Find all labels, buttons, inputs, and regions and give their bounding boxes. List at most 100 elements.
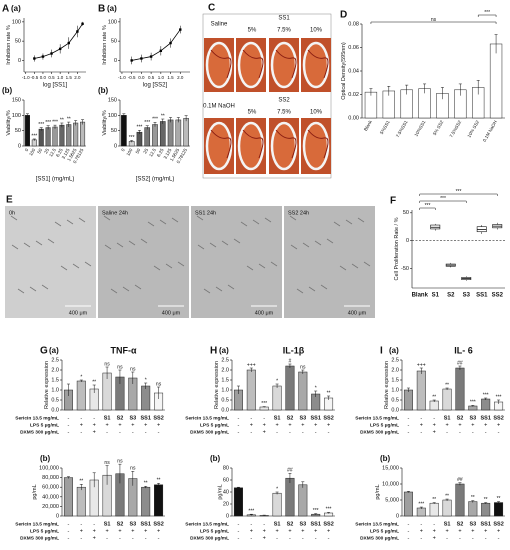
x-tick-label: 7.5%SS1 <box>395 119 409 138</box>
bar <box>364 91 378 119</box>
line <box>34 23 83 59</box>
y-tick-label: 150 <box>12 97 21 103</box>
treatment-mark: - <box>408 535 410 541</box>
treatment-label: LPS 5 μg/mL <box>200 528 229 534</box>
marker <box>159 49 163 52</box>
bar <box>175 119 182 147</box>
x-tick-label: S2 <box>117 521 124 527</box>
treatment-mark: - <box>80 429 82 435</box>
x-tick-label: -1.0 <box>22 75 30 80</box>
concentration: 7.5% <box>277 110 291 116</box>
treatment-mark: + <box>263 528 266 534</box>
concentration: 5% <box>248 28 257 34</box>
marker <box>50 52 53 55</box>
panel-sublabel: (b) <box>40 454 51 463</box>
x-axis-label: [SS2] (mg/mL) <box>136 177 175 183</box>
x-tick-label: S1 <box>104 415 111 421</box>
cell <box>264 217 272 223</box>
treatment-mark: - <box>106 535 108 541</box>
treatment-mark: + <box>445 422 448 428</box>
x-tick-label: 0.0 <box>138 75 145 80</box>
x-tick-label: 3.125 <box>162 147 172 160</box>
cell <box>84 261 92 267</box>
panel-label: F <box>390 196 396 207</box>
bar <box>298 371 308 411</box>
bar <box>76 486 86 517</box>
panel-label: B <box>98 4 105 15</box>
cell <box>41 284 49 290</box>
cell <box>197 244 205 250</box>
treatment-label: LPS 5 μg/mL <box>370 422 399 428</box>
treatment-mark: - <box>302 429 304 435</box>
cell <box>134 284 142 290</box>
bracket-label: *** <box>456 189 462 195</box>
significance: *** <box>418 501 424 507</box>
bracket-label: *** <box>425 203 431 209</box>
x-tick-label: 6.25 <box>55 147 64 158</box>
treatment-label: DXMS 300 μg/mL <box>190 535 229 541</box>
treatment-mark: + <box>327 422 330 428</box>
significance: ** <box>445 493 449 499</box>
treatment-mark: + <box>93 535 96 541</box>
bar <box>455 483 465 517</box>
treatment-mark: - <box>315 429 317 435</box>
dish-photos <box>204 38 331 174</box>
treatment-mark: - <box>302 535 304 541</box>
panel-sublabel: (b) <box>210 454 221 463</box>
y-tick-label: 50 <box>15 128 21 134</box>
bar <box>152 124 158 147</box>
treatment-mark: - <box>408 528 410 534</box>
y-tick-label: 150 <box>108 97 117 103</box>
x-tick-label: 100 <box>28 147 36 156</box>
treatment-mark: - <box>498 429 500 435</box>
significance: ** <box>327 390 331 396</box>
treatment-mark: + <box>301 528 304 534</box>
treatment-mark: - <box>446 535 448 541</box>
cell <box>227 284 235 290</box>
x-tick-label: S1 <box>104 521 111 527</box>
significance: ns <box>117 458 123 464</box>
cell <box>66 219 74 225</box>
y-tick-label: 15,000 <box>382 465 399 471</box>
marker <box>130 59 133 62</box>
treatment-mark: + <box>275 528 278 534</box>
bar <box>416 370 426 411</box>
treatment-mark: - <box>80 535 82 541</box>
y-tick-label: 20 <box>223 501 229 507</box>
treatment-mark: + <box>80 528 83 534</box>
treatment-mark: - <box>408 429 410 435</box>
x-tick-label: 7.5%SS2 <box>448 119 462 138</box>
y-tick-label: 2.0 <box>221 367 229 373</box>
y-tick-label: 1.5 <box>51 377 59 383</box>
x-tick-label: S1 <box>432 293 440 299</box>
y-tick-label: 100 <box>12 19 21 25</box>
vessel <box>210 49 232 79</box>
significance: * <box>276 486 278 492</box>
y-axis-label: Viability/% <box>6 110 12 135</box>
x-tick-label: 50 <box>36 147 43 154</box>
group-label: SS1 <box>278 16 290 22</box>
treatment-mark: - <box>238 535 240 541</box>
treatment-mark: + <box>497 528 500 534</box>
bar <box>246 369 256 411</box>
treatment-mark: - <box>158 429 160 435</box>
cell <box>290 244 298 250</box>
treatment-mark: - <box>408 521 410 527</box>
y-tick-label: 0 <box>18 58 21 64</box>
treatment-mark: - <box>68 535 70 541</box>
treatment-mark: + <box>80 422 83 428</box>
vessel <box>307 49 329 79</box>
cell <box>116 242 124 248</box>
treatment-label: LPS 5 μg/mL <box>30 528 59 534</box>
bar <box>66 124 72 147</box>
treatment-mark: + <box>288 528 291 534</box>
concentration: 10% <box>310 28 323 34</box>
significance: ** <box>432 394 436 400</box>
cell <box>333 221 341 227</box>
y-tick-label: 50 <box>15 39 21 45</box>
treatment-mark: - <box>433 521 435 527</box>
cell <box>128 240 136 246</box>
treatment-mark: - <box>420 429 422 435</box>
significance: ** <box>484 497 488 503</box>
marker <box>58 47 62 51</box>
